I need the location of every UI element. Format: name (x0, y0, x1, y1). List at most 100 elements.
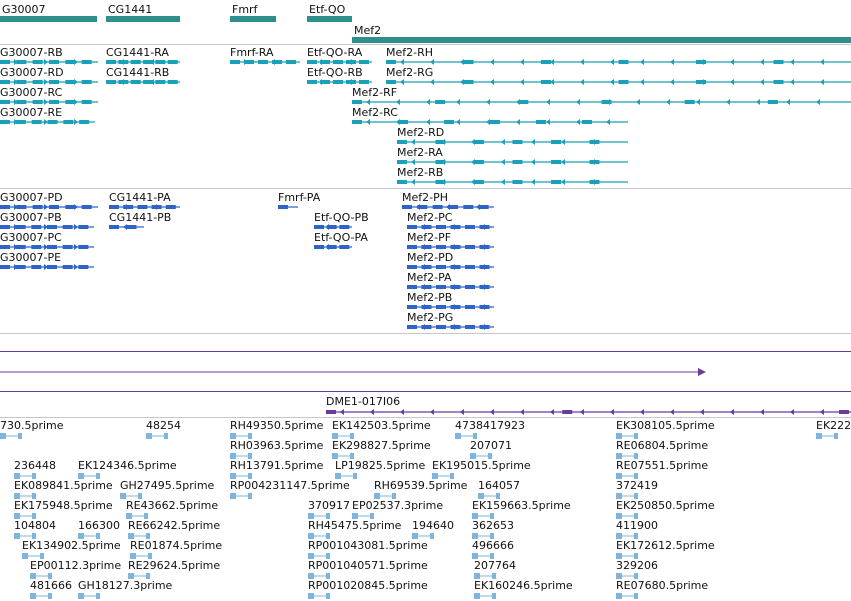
feature-label: CG1441-PA (109, 191, 171, 204)
est-feature[interactable] (14, 493, 54, 499)
feature-label: Mef2-PA (407, 271, 452, 284)
est-feature[interactable] (126, 513, 166, 519)
feature-label: CG1441-RA (106, 46, 169, 59)
est-feature[interactable] (230, 493, 270, 499)
feature-label: RE43662.5prime (126, 499, 219, 512)
cds-feature[interactable] (407, 324, 496, 330)
cds-feature[interactable] (109, 204, 182, 210)
cds-feature[interactable] (407, 304, 496, 310)
est-feature[interactable] (616, 593, 656, 599)
cds-feature[interactable] (407, 244, 496, 250)
transcript-feature[interactable] (0, 119, 97, 125)
feature-label: G30007-RE (0, 106, 63, 119)
est-feature[interactable] (128, 533, 168, 539)
est-feature[interactable] (230, 473, 270, 479)
est-feature[interactable] (78, 533, 118, 539)
est-feature[interactable] (30, 593, 70, 599)
gene-feature[interactable] (307, 16, 354, 22)
est-feature[interactable] (308, 593, 348, 599)
feature-label: EK160246.5prime (474, 579, 573, 592)
feature-label: Etf-QO-RB (307, 66, 363, 79)
est-feature[interactable] (30, 573, 70, 579)
transcript-feature[interactable] (397, 139, 630, 145)
est-feature[interactable] (352, 513, 392, 519)
est-feature[interactable] (332, 453, 372, 459)
gene-feature[interactable] (106, 16, 182, 22)
transcript-feature[interactable] (106, 59, 182, 65)
cds-feature[interactable] (0, 224, 96, 230)
est-feature[interactable] (308, 553, 348, 559)
cds-feature[interactable] (0, 264, 96, 270)
est-feature[interactable] (616, 433, 656, 439)
est-feature[interactable] (616, 553, 656, 559)
est-feature[interactable] (78, 473, 118, 479)
cds-feature[interactable] (0, 204, 100, 210)
cds-feature[interactable] (407, 224, 496, 230)
cds-feature[interactable] (0, 244, 96, 250)
cds-feature[interactable] (407, 284, 496, 290)
est-feature[interactable] (130, 553, 170, 559)
est-feature[interactable] (335, 473, 375, 479)
est-feature[interactable] (332, 433, 372, 439)
est-feature[interactable] (455, 433, 495, 439)
est-feature[interactable] (78, 593, 118, 599)
est-feature[interactable] (14, 513, 54, 519)
est-feature[interactable] (616, 453, 656, 459)
est-feature[interactable] (616, 573, 656, 579)
feature-label: EK159663.5prime (472, 499, 571, 512)
transcript-feature[interactable] (397, 179, 630, 185)
est-feature[interactable] (616, 533, 656, 539)
est-feature[interactable] (230, 433, 270, 439)
est-feature[interactable] (128, 573, 168, 579)
est-feature[interactable] (308, 533, 348, 539)
cds-feature[interactable] (109, 224, 146, 230)
transcript-feature[interactable] (0, 79, 100, 85)
est-feature[interactable] (816, 433, 851, 439)
transcript-feature[interactable] (352, 119, 630, 125)
est-feature[interactable] (14, 473, 54, 479)
est-feature[interactable] (0, 433, 40, 439)
est-feature[interactable] (374, 493, 414, 499)
transcript-feature[interactable] (0, 59, 100, 65)
transcript-feature[interactable] (386, 79, 851, 85)
cds-feature[interactable] (314, 224, 354, 230)
est-feature[interactable] (474, 593, 514, 599)
cds-feature[interactable] (407, 264, 496, 270)
est-feature[interactable] (472, 533, 512, 539)
transcript-feature[interactable] (230, 59, 302, 65)
est-feature[interactable] (472, 513, 512, 519)
est-feature[interactable] (474, 573, 514, 579)
transcript-feature[interactable] (386, 59, 851, 65)
gene-feature[interactable] (0, 16, 99, 22)
est-feature[interactable] (120, 493, 160, 499)
clone-feature[interactable] (326, 409, 851, 415)
est-feature[interactable] (472, 553, 512, 559)
transcript-feature[interactable] (106, 79, 182, 85)
feature-label: G30007-RD (0, 66, 64, 79)
feature-label: RH69539.5prime (374, 479, 468, 492)
est-feature[interactable] (14, 533, 54, 539)
transcript-feature[interactable] (397, 159, 630, 165)
est-feature[interactable] (432, 473, 472, 479)
est-feature[interactable] (308, 573, 348, 579)
gene-feature[interactable] (352, 37, 851, 43)
est-feature[interactable] (616, 493, 656, 499)
cds-feature[interactable] (402, 204, 496, 210)
transcript-feature[interactable] (352, 99, 851, 105)
est-feature[interactable] (616, 513, 656, 519)
est-feature[interactable] (478, 493, 518, 499)
gene-feature[interactable] (230, 16, 278, 22)
est-feature[interactable] (22, 553, 62, 559)
est-feature[interactable] (470, 453, 510, 459)
est-feature[interactable] (146, 433, 186, 439)
cds-feature[interactable] (314, 244, 354, 250)
cds-feature[interactable] (278, 204, 300, 210)
transcript-feature[interactable] (307, 59, 374, 65)
est-feature[interactable] (412, 533, 452, 539)
est-feature[interactable] (616, 473, 656, 479)
transcript-feature[interactable] (307, 79, 374, 85)
transcript-feature[interactable] (0, 99, 100, 105)
est-feature[interactable] (230, 453, 270, 459)
est-feature[interactable] (308, 513, 348, 519)
